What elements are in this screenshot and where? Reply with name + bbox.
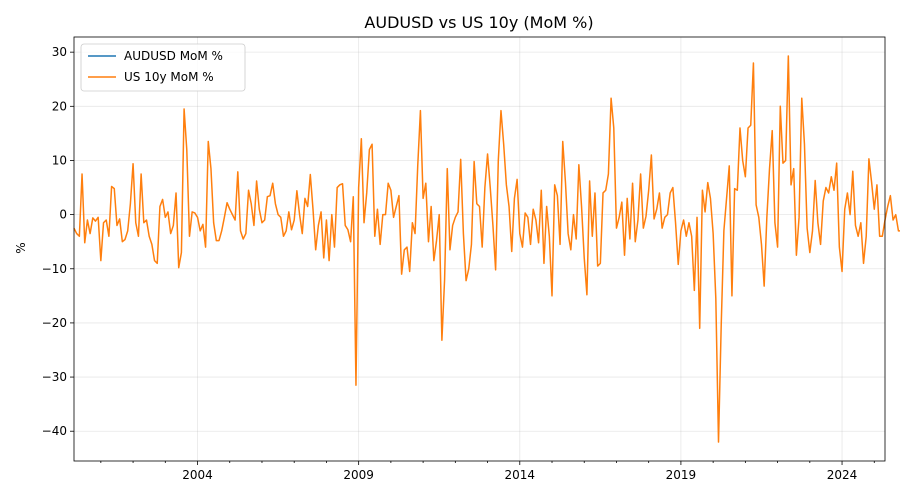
y-tick-label: 0 — [59, 208, 67, 222]
x-tick-label: 2019 — [666, 468, 697, 482]
legend-box — [80, 43, 246, 92]
legend: AUDUSD MoM % US 10y MoM % — [80, 43, 246, 92]
y-tick-label: −10 — [42, 262, 67, 276]
axis-ticks: −40 −30 −20 −10 0 10 20 30 2004 2009 2014 2019 2024 — [42, 45, 875, 482]
y-axis-label: % — [14, 242, 28, 253]
series-line-us10y — [73, 55, 900, 443]
legend-label-us10y: US 10y MoM % — [124, 70, 214, 84]
y-tick-label: −20 — [42, 316, 67, 330]
x-tick-label: 2009 — [343, 468, 374, 482]
y-tick-label: 30 — [52, 45, 67, 59]
chart-title: AUDUSD vs US 10y (MoM %) — [364, 13, 593, 32]
legend-label-audusd: AUDUSD MoM % — [124, 49, 223, 63]
plot-frame — [73, 36, 886, 462]
x-tick-label: 2004 — [182, 468, 213, 482]
x-tick-label: 2024 — [827, 468, 858, 482]
y-tick-label: 10 — [52, 153, 67, 167]
series-layer — [73, 55, 900, 443]
y-tick-label: −40 — [42, 424, 67, 438]
x-tick-label: 2014 — [505, 468, 536, 482]
y-tick-label: 20 — [52, 99, 67, 113]
y-tick-label: −30 — [42, 370, 67, 384]
